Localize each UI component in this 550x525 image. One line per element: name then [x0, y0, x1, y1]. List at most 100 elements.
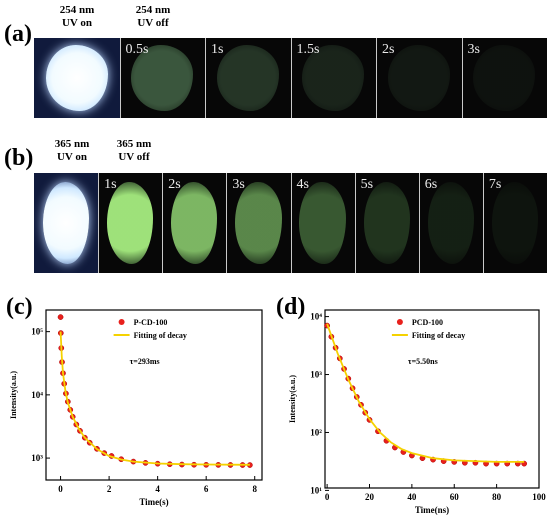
panel-c-label: (c): [6, 294, 33, 320]
legend-label-fit: Fitting of decay: [412, 331, 465, 340]
afterglow-photo: 2s: [376, 38, 462, 118]
fit-line: [59, 331, 250, 466]
x-tick-label: 60: [450, 492, 460, 502]
afterglow-photo: 1s: [205, 38, 291, 118]
time-label: 2s: [382, 42, 395, 57]
panel-b-uv-on-header: 365 nm UV on: [44, 138, 100, 164]
header-wavelength: 365 nm: [116, 138, 152, 150]
panel-a-uv-off-header: 254 nm UV off: [118, 4, 188, 30]
uv-on-photo: [34, 38, 120, 118]
sample-glow: [302, 45, 365, 111]
time-label: 1s: [211, 42, 224, 57]
chart-d: 0 20 40 60 80 100 10¹ 10² 10³ 10⁴ Time(ns) Intensit…: [288, 309, 546, 515]
frame-divider: [418, 173, 420, 273]
x-tick-label: 4: [155, 484, 160, 494]
uv-on-photo: [34, 173, 99, 273]
sample-glow: [387, 45, 450, 111]
afterglow-photo: 4s: [290, 173, 355, 273]
afterglow-photo: 1.5s: [290, 38, 376, 118]
x-tick-label: 0: [58, 484, 63, 494]
sample-glow: [427, 182, 474, 264]
time-label: 1s: [104, 177, 117, 192]
x-tick-label: 20: [365, 492, 375, 502]
afterglow-photo: 1s: [98, 173, 163, 273]
header-wavelength: 365 nm: [54, 138, 90, 150]
y-tick-label: 10¹: [310, 485, 322, 495]
frame-divider: [354, 173, 356, 273]
time-label: 3s: [467, 42, 480, 57]
afterglow-photo: 3s: [461, 38, 547, 118]
legend-label-points: P-CD-100: [134, 318, 168, 327]
x-tick-label: 8: [252, 484, 257, 494]
x-tick-label: 2: [107, 484, 112, 494]
time-label: 1.5s: [296, 42, 320, 57]
afterglow-photo: 5s: [354, 173, 419, 273]
sample-glow: [131, 45, 194, 111]
header-state: UV off: [118, 151, 150, 163]
sample-glow: [42, 182, 90, 264]
header-state: UV on: [61, 17, 93, 29]
sample-glow: [216, 45, 279, 111]
panel-b-label: (b): [4, 145, 34, 171]
legend-label-points: PCD-100: [412, 318, 443, 327]
sample-glow: [107, 182, 154, 264]
chart-c: 0 2 4 6 8 10³ 10⁴ 10⁵ Time(s) Intensity(a.u.) P-CD…: [9, 309, 263, 507]
frame-divider: [290, 38, 292, 118]
data-point: [57, 314, 64, 320]
time-label: 4s: [296, 177, 309, 192]
plot-frame: [324, 309, 540, 489]
time-label: 7s: [488, 177, 502, 192]
panel-a-uv-on-header: 254 nm UV on: [42, 4, 112, 30]
legend-marker-points: [396, 319, 403, 325]
header-wavelength: 254 nm: [135, 4, 171, 16]
sample-glow: [491, 182, 538, 264]
legend-label-fit: Fitting of decay: [134, 331, 187, 340]
sample-glow: [299, 182, 346, 264]
time-label: 5s: [360, 177, 374, 192]
panel-b-photo-strip: 1s 2s 3s 4s 5s 6s 7s: [34, 173, 547, 273]
frame-divider: [290, 173, 292, 273]
y-tick-label: 10⁵: [31, 327, 43, 337]
panel-d-label: (d): [276, 294, 306, 320]
legend-marker-points: [118, 319, 125, 325]
frame-divider: [461, 38, 463, 118]
sample-glow: [235, 182, 282, 264]
time-label: 3s: [232, 177, 245, 192]
frame-divider: [482, 173, 484, 273]
decay-time-annotation: τ=293ms: [130, 357, 160, 366]
fit-line: [326, 323, 525, 463]
y-tick-label: 10⁴: [31, 390, 43, 400]
afterglow-photo: 7s: [482, 173, 547, 273]
x-axis-label: Time(ns): [415, 505, 449, 515]
frame-divider: [205, 38, 206, 118]
sample-glow: [363, 182, 410, 264]
sample-glow: [473, 45, 536, 111]
y-tick-label: 10³: [310, 370, 322, 380]
header-state: UV on: [56, 151, 88, 163]
frame-divider: [376, 38, 377, 118]
x-tick-label: 80: [492, 492, 502, 502]
frame-divider: [98, 173, 100, 273]
y-tick-label: 10²: [310, 427, 322, 437]
y-tick-label: 10³: [31, 453, 43, 463]
frame-divider: [119, 38, 121, 118]
afterglow-photo: 0.5s: [119, 38, 205, 118]
frame-divider: [226, 173, 228, 273]
sample-glow: [171, 182, 218, 264]
afterglow-photo: 6s: [418, 173, 483, 273]
decay-time-annotation: τ=5.50ns: [408, 357, 438, 366]
panel-a-label: (a): [4, 21, 32, 47]
afterglow-photo: 2s: [162, 173, 227, 273]
sample-glow: [45, 45, 108, 111]
time-label: 6s: [424, 177, 438, 192]
afterglow-photo: 3s: [226, 173, 291, 273]
panel-b-uv-off-header: 365 nm UV off: [106, 138, 162, 164]
x-tick-label: 6: [204, 484, 209, 494]
frame-divider: [162, 173, 164, 273]
header-state: UV off: [137, 17, 169, 29]
x-axis-label: Time(s): [139, 497, 168, 507]
y-axis-label: Intensity(a.u.): [9, 371, 18, 419]
time-label: 0.5s: [125, 42, 149, 57]
y-axis-label: Intensity(a.u.): [288, 375, 297, 423]
y-tick-label: 10⁴: [310, 312, 322, 322]
